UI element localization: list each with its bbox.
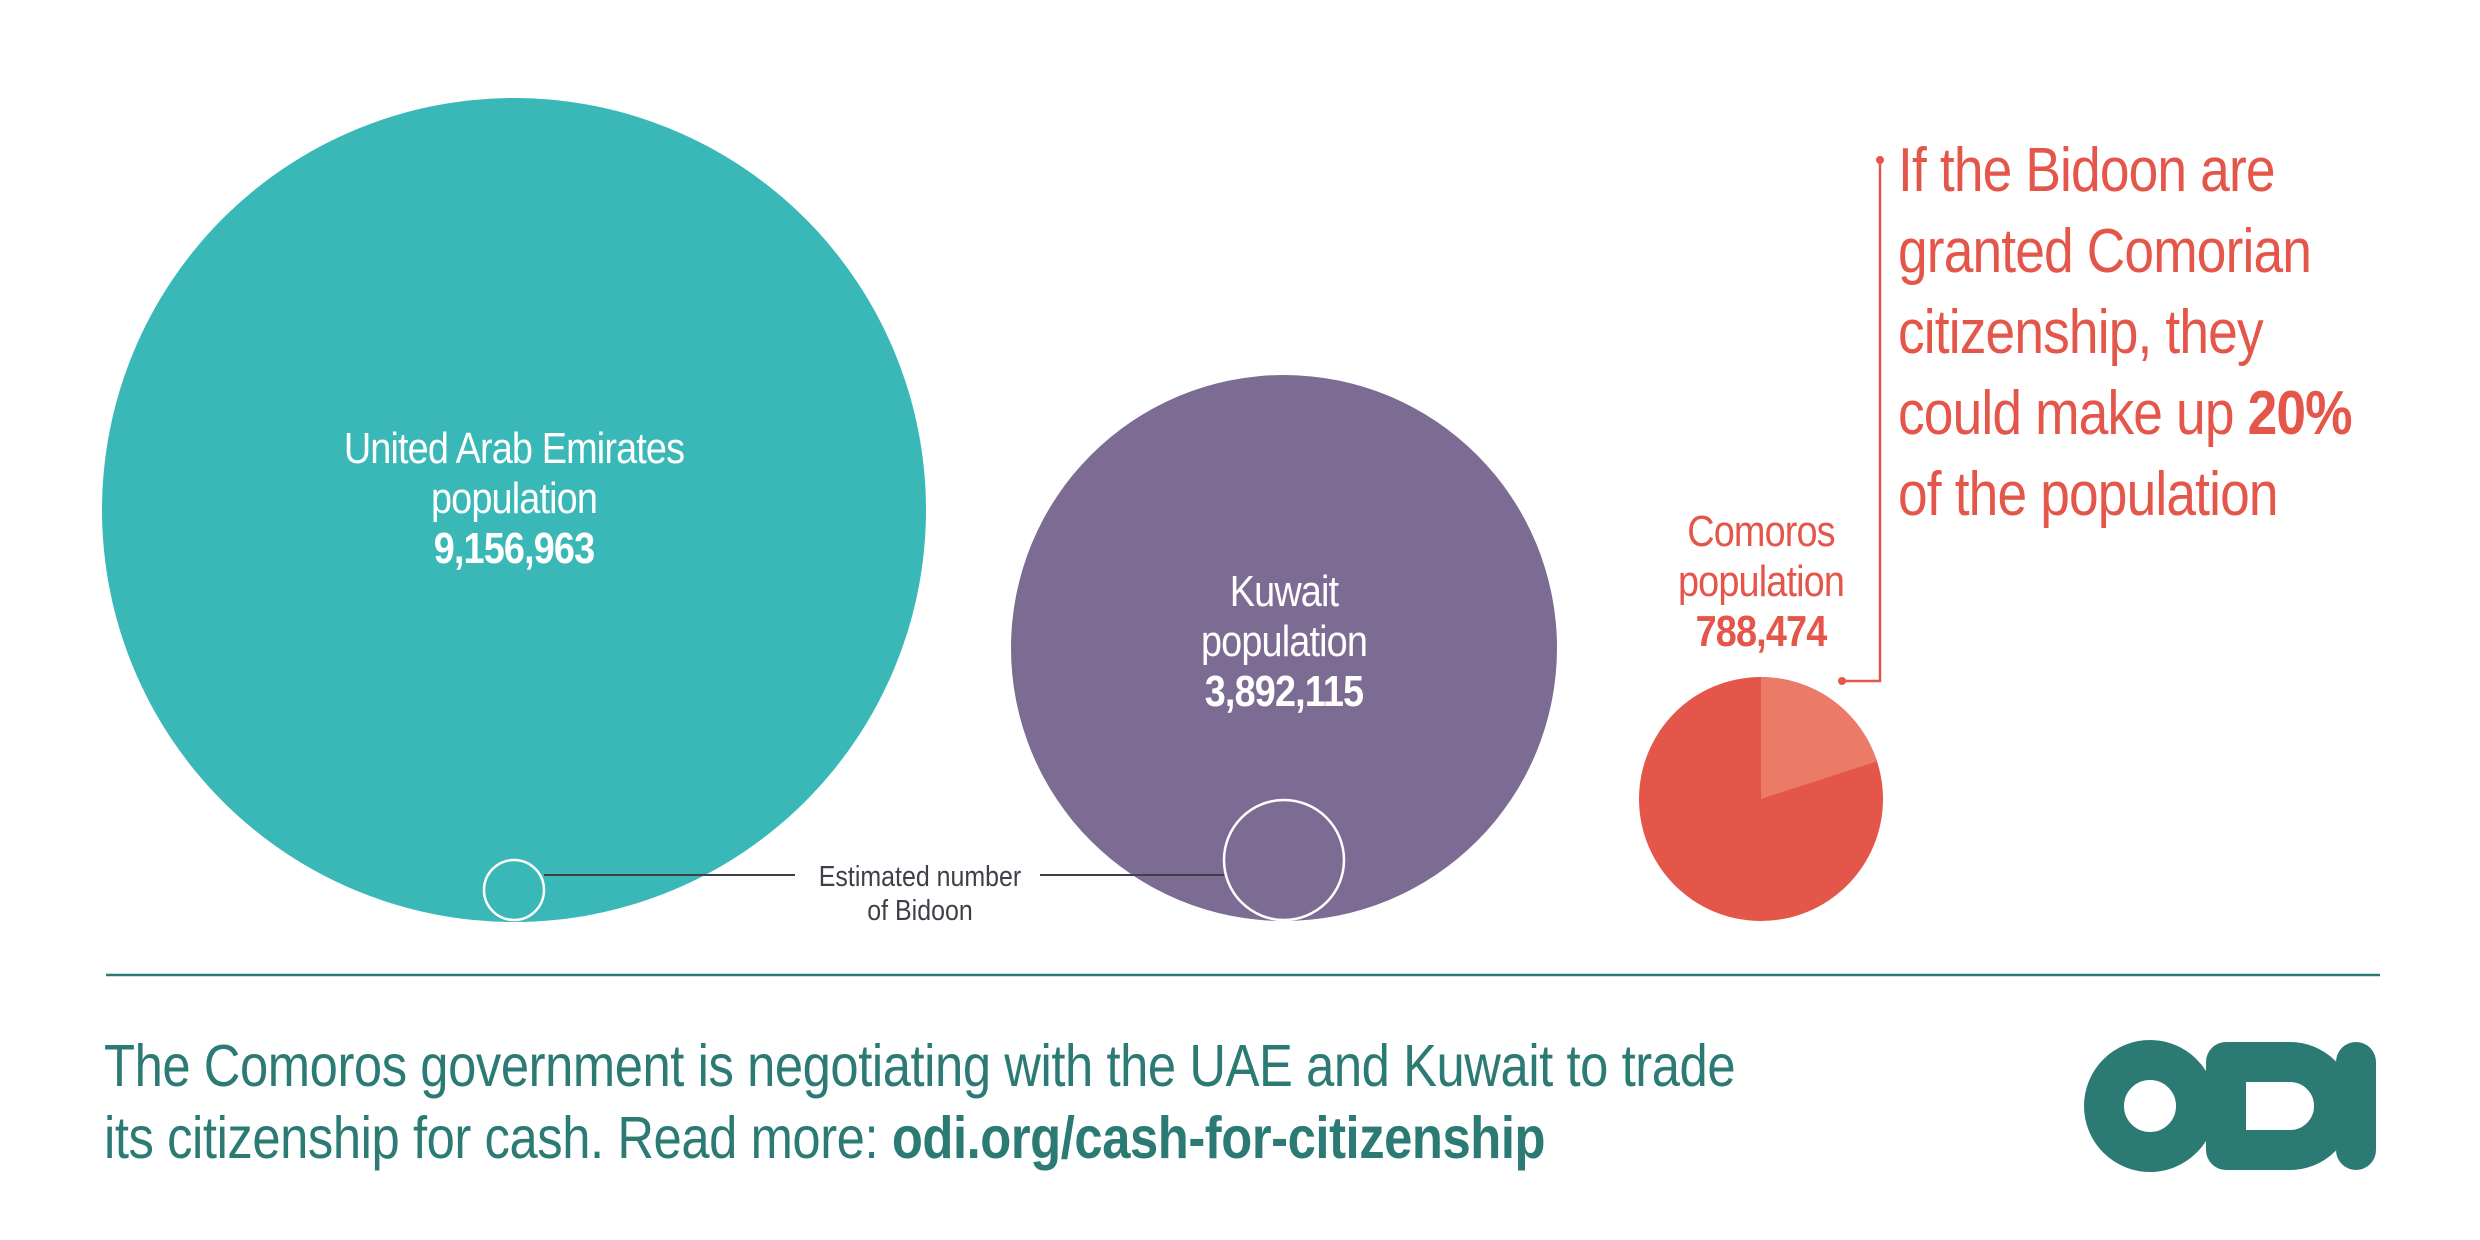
footer-line1: The Comoros government is negotiating wi… [104,1033,1736,1099]
kuwait-value: 3,892,115 [1204,667,1364,716]
read-more-link[interactable]: odi.org/cash-for-citizenship [891,1105,1546,1171]
footer-text: The Comoros government is negotiating wi… [104,1030,1738,1174]
kuwait-population-bubble [1011,375,1557,921]
logo-i-bar [2336,1042,2376,1170]
footer-line2-wrap: its citizenship for cash. Read more: odi… [104,1102,1738,1174]
comoros-bidoon-slice [1761,677,1878,799]
footer-line2-prefix: its citizenship for cash. Read more: [104,1105,879,1171]
kuwait-bidoon-circle [1222,798,1346,922]
callout-text: If the Bidoon are granted Comorian citiz… [1898,130,2380,535]
callout-line3: citizenship, they [1898,298,2264,367]
bidoon-label-line2: of Bidoon [867,895,973,927]
bidoon-label: Estimated number of Bidoon [813,860,1028,928]
kuwait-label: Kuwait population 3,892,115 [1112,567,1456,717]
callout-line4-wrap: could make up 20% [1898,373,2380,454]
uae-population-bubble [102,98,926,922]
bidoon-label-line1: Estimated number [818,861,1022,893]
uae-sub: population [430,474,598,523]
comoros-name: Comoros [1687,507,1835,556]
kuwait-name: Kuwait [1229,567,1339,616]
callout-bracket [1838,156,1884,685]
logo-d-shape [2206,1042,2354,1170]
odi-logo [2084,1040,2376,1172]
comoros-label: Comoros population 788,474 [1632,507,1890,657]
comoros-sub: population [1677,557,1845,606]
comoros-population-pie [1639,677,1883,921]
callout-highlight: 20% [2247,379,2353,448]
comoros-value: 788,474 [1695,607,1828,656]
callout-line4: could make up [1898,379,2234,448]
uae-label: United Arab Emirates population 9,156,96… [299,424,729,574]
uae-value: 9,156,963 [433,524,595,573]
callout-line1: If the Bidoon are [1898,136,2276,205]
uae-bidoon-circle [482,858,546,922]
uae-name: United Arab Emirates [343,424,685,473]
callout-line5: of the population [1898,460,2279,529]
callout-line2: granted Comorian [1898,217,2312,286]
logo-o-ring [2084,1040,2216,1172]
kuwait-sub: population [1200,617,1368,666]
